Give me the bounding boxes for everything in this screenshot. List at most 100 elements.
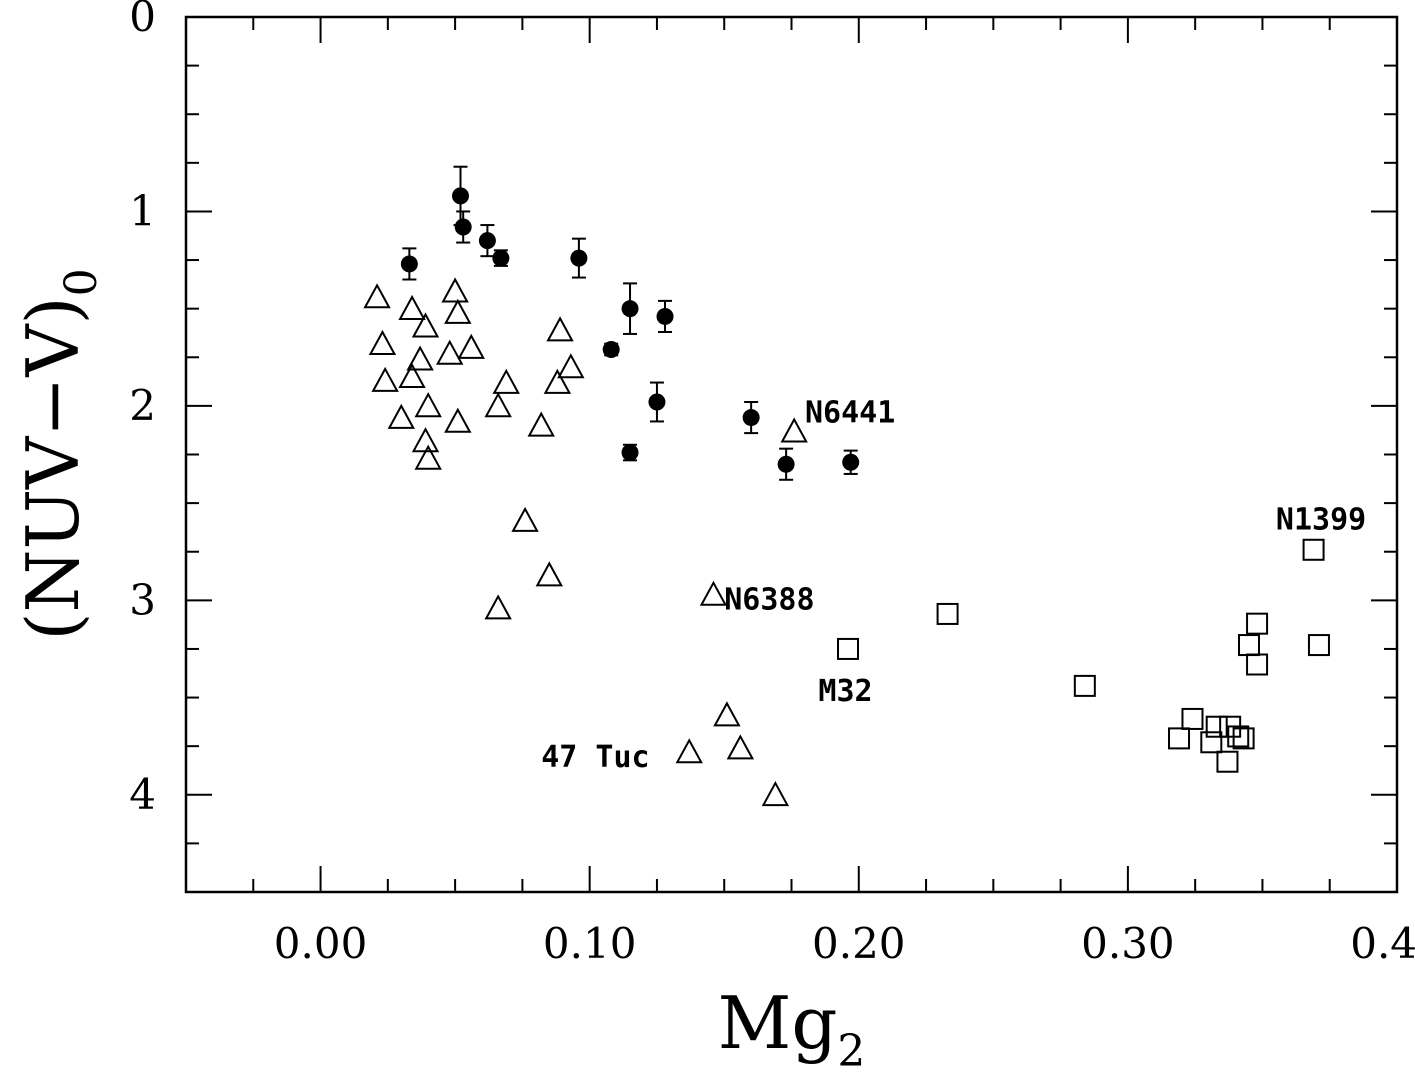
open-square-point (1227, 725, 1250, 748)
open-triangle-point (527, 411, 555, 437)
filled-circle-marker (842, 453, 860, 471)
open-triangle-point (414, 392, 442, 418)
filled-circle-marker (742, 409, 760, 427)
filled-circle-point (656, 299, 674, 333)
open-square-point (1246, 612, 1269, 635)
open-triangle-point (406, 345, 434, 371)
open-triangle-point (511, 506, 539, 532)
open-triangle-point (414, 444, 442, 470)
filled-circle-marker (570, 249, 588, 267)
filled-circle-marker (400, 255, 418, 273)
open-square-point (1307, 634, 1330, 657)
open-triangle-point (557, 353, 585, 379)
open-square-point (1168, 727, 1191, 750)
filled-circle-point (492, 249, 510, 267)
filled-circle-point (742, 401, 760, 435)
open-triangle-point (484, 392, 512, 418)
filled-circle-point (570, 237, 588, 279)
open-triangle-point (444, 407, 472, 433)
open-triangle-point (387, 403, 415, 429)
filled-circle-point (842, 449, 860, 475)
open-square-point (1232, 727, 1255, 750)
point-annotation: M32 (818, 674, 872, 709)
x-tick-label: 0.00 (274, 919, 368, 968)
filled-circle-marker (478, 232, 496, 250)
x-tick-labels: 0.00 0.10 0.20 0.30 0.40 (274, 919, 1415, 968)
y-tick-labels: 0 1 2 3 4 (129, 0, 156, 819)
filled-circle-marker (621, 300, 639, 318)
open-triangle-point (726, 734, 755, 760)
filled-circle-marker (454, 218, 472, 236)
open-square-point (1181, 707, 1204, 730)
open-triangle-point (492, 368, 520, 394)
open-triangle-point (535, 561, 563, 587)
open-triangle-point (484, 594, 512, 620)
filled-circle-point (777, 447, 795, 481)
annotations: N6441 N1399 N6388 M32 47 Tuc (541, 396, 1366, 775)
x-tick-label: 0.30 (1081, 919, 1175, 968)
open-triangle-point (713, 701, 741, 727)
point-annotation: 47 Tuc (541, 740, 649, 775)
filled-circle-point (621, 443, 639, 462)
point-annotation: N6441 (805, 396, 895, 431)
open-triangle-point (457, 333, 485, 359)
filled-circle-point (400, 247, 418, 281)
x-axis-title-sub: 2 (837, 1026, 865, 1072)
open-triangle-point (398, 362, 426, 389)
x-tick-label: 0.10 (543, 919, 637, 968)
filled-circle-point (451, 165, 469, 227)
filled-circle-point (621, 282, 639, 335)
open-triangle-point (398, 294, 426, 320)
x-tick-label: 0.40 (1350, 919, 1415, 968)
filled-circle-marker (451, 187, 469, 205)
x-tick-label: 0.20 (812, 919, 906, 968)
open-square-point (1200, 731, 1223, 754)
plot-frame (184, 15, 1399, 894)
filled-circle-marker (602, 341, 620, 358)
y-axis-title-main: (NUV−V) (11, 296, 95, 640)
filled-circle-marker (648, 393, 666, 411)
open-square-point (1237, 634, 1260, 657)
open-square-point (1216, 750, 1239, 773)
open-triangle-point (761, 780, 790, 807)
filled-circle-marker (656, 307, 674, 325)
open-triangle-point (363, 283, 391, 309)
filled-circle-point (648, 381, 666, 423)
open-square-point (1073, 674, 1096, 697)
filled-circle-marker (777, 455, 795, 473)
y-axis-title: (NUV−V)0 (11, 268, 107, 640)
open-triangle-point (546, 316, 574, 342)
open-square-point (1302, 538, 1325, 561)
open-square-point (1205, 715, 1228, 738)
open-square-point (936, 602, 959, 625)
filled-circle-marker (492, 249, 510, 267)
open-triangle-point (371, 366, 399, 392)
filled-circle-point (454, 210, 472, 244)
filled-circle-marker (621, 444, 639, 462)
filled-circle-point (602, 341, 620, 358)
y-tick-label: 0 (129, 0, 156, 41)
y-tick-label: 3 (129, 575, 156, 624)
y-axis-title-sub: 0 (56, 268, 107, 296)
filled-circle-point (478, 224, 496, 258)
axis-ticks (185, 16, 1398, 893)
open-triangle-point (441, 277, 469, 303)
x-axis-title-main: Mg (718, 981, 838, 1065)
open-triangle-point (411, 427, 440, 453)
point-annotation: N6388 (724, 582, 814, 617)
y-tick-label: 1 (129, 186, 156, 235)
open-square-point (1246, 653, 1269, 676)
open-triangle-point (543, 368, 572, 394)
open-triangle-point (444, 298, 472, 324)
data-points (363, 165, 1330, 807)
open-triangle-point (699, 580, 728, 606)
open-triangle-point (675, 738, 703, 764)
y-tick-label: 4 (129, 770, 156, 819)
open-triangle-point (368, 329, 397, 355)
open-triangle-point (780, 417, 808, 443)
point-annotation: N1399 (1276, 503, 1366, 538)
open-triangle-point (436, 339, 464, 365)
open-square-point (837, 637, 860, 660)
